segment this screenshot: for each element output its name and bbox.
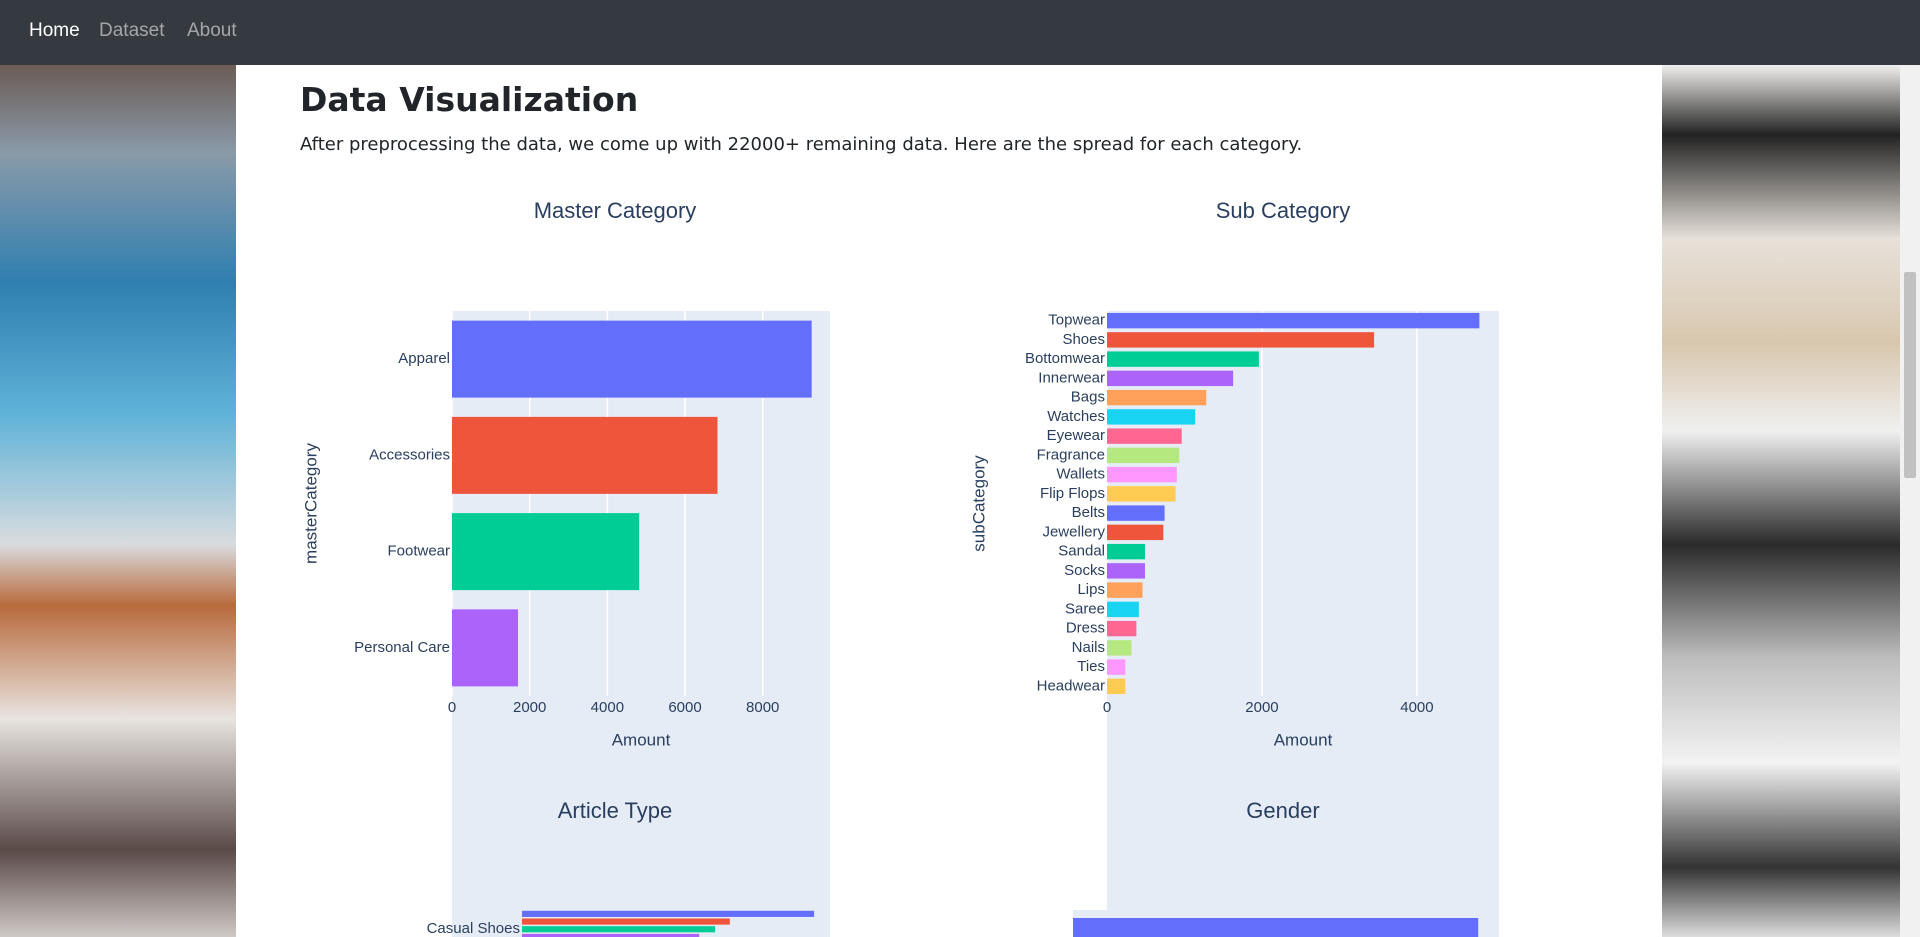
chart-title: Gender [1246,798,1319,823]
bar [1107,466,1177,483]
scrollbar[interactable] [1900,65,1920,937]
y-tick-label: Belts [1072,504,1105,521]
bar [1107,409,1196,425]
y-tick-label: Personal Care [354,639,450,656]
bar [1107,447,1180,464]
bar [522,918,730,925]
y-tick-label: Wallets [1056,466,1105,483]
x-tick-label: 4000 [591,699,624,716]
y-tick-label: Watches [1047,408,1105,425]
bar [1107,524,1164,541]
background-collage [0,65,236,937]
chart-title: Sub Category [1216,198,1351,223]
y-tick-label: Socks [1064,562,1105,579]
bar [452,416,718,494]
bar [1107,370,1234,387]
bar [452,609,519,687]
y-tick-label: Headwear [1037,677,1105,694]
bar [1107,505,1165,521]
bar [522,933,700,937]
y-tick-label: Footwear [387,543,450,560]
y-tick-label: Fragrance [1037,446,1105,463]
y-tick-label: Eyewear [1047,427,1105,444]
bar [522,910,815,917]
y-tick-label: Casual Shoes [427,920,520,937]
x-tick-label: 6000 [668,699,701,716]
y-tick-label: Dress [1066,620,1105,637]
bar [1107,332,1375,348]
bar [1073,918,1479,937]
bar [1107,543,1145,560]
y-tick-label: Nails [1072,639,1105,656]
chart-title: Master Category [534,198,697,223]
x-axis-title: Amount [1274,730,1333,749]
x-tick-label: 4000 [1400,699,1433,716]
bar [1107,659,1126,675]
y-tick-label: Bottomwear [1025,350,1105,367]
nav-link[interactable]: Dataset [99,20,165,41]
bar [522,926,716,933]
x-tick-label: 2000 [513,699,546,716]
y-tick-label: Shoes [1062,331,1105,348]
bar [1107,582,1143,598]
x-axis-title: Amount [612,730,671,749]
y-tick-label: Topwear [1048,312,1105,329]
x-tick-label: 0 [448,699,456,716]
x-tick-label: 0 [1103,699,1111,716]
bar [1107,620,1137,637]
scrollbar-thumb[interactable] [1904,272,1916,478]
bar [1107,601,1139,618]
bar [1107,351,1259,367]
navbar: Home Dataset About [0,0,1920,65]
y-tick-label: Apparel [398,350,450,367]
bar [1107,678,1126,695]
y-tick-label: Innerwear [1038,369,1105,386]
x-tick-label: 8000 [746,699,779,716]
page-subtitle: After preprocessing the data, we come up… [300,134,1303,155]
nav-link[interactable]: Home [29,20,80,41]
y-tick-label: Accessories [369,446,450,463]
bar [1107,389,1207,406]
bar [1107,486,1176,502]
bar [1107,428,1182,444]
y-tick-label: Saree [1065,600,1105,617]
bar [1107,312,1480,329]
y-axis-title: subCategory [969,455,988,552]
x-tick-label: 2000 [1245,699,1278,716]
bar [1107,563,1145,579]
y-tick-label: Bags [1071,389,1105,406]
bar [452,320,812,398]
nav-link[interactable]: About [187,20,237,41]
bar [1107,640,1132,656]
y-axis-title: masterCategory [301,443,320,564]
bar [452,513,640,591]
y-tick-label: Flip Flops [1040,485,1105,502]
y-tick-label: Lips [1077,581,1105,598]
y-tick-label: Sandal [1058,543,1105,560]
y-tick-label: Ties [1077,658,1105,675]
y-tick-label: Jewellery [1042,523,1105,540]
page-title: Data Visualization [300,80,639,119]
background-collage [1662,65,1900,937]
chart-title: Article Type [558,798,673,823]
